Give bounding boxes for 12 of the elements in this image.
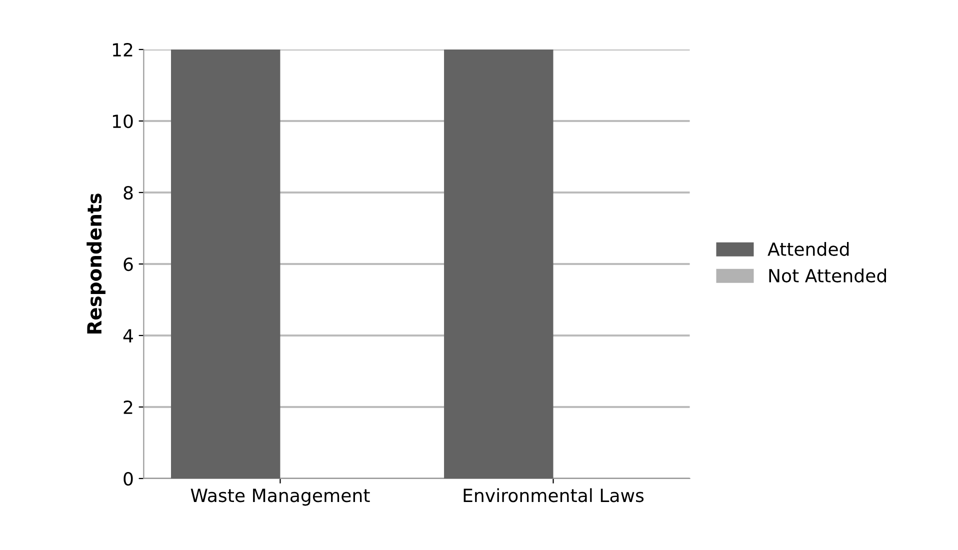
- x-tick-label: Waste Management: [190, 488, 370, 506]
- y-tick-label: 4: [123, 329, 133, 342]
- legend-label: Attended: [768, 242, 849, 256]
- legend-label: Not Attended: [769, 268, 886, 282]
- y-tick-label: 6: [124, 257, 133, 272]
- y-axis-title: Respondents: [86, 194, 106, 334]
- y-tick-label: 10: [112, 114, 133, 128]
- y-tick-label: 0: [124, 472, 133, 486]
- y-tick-label: 8: [124, 186, 133, 200]
- y-tick-label: 12: [112, 42, 132, 56]
- y-tick-label: 2: [124, 400, 132, 414]
- x-tick-label: Environmental Laws: [464, 488, 644, 502]
